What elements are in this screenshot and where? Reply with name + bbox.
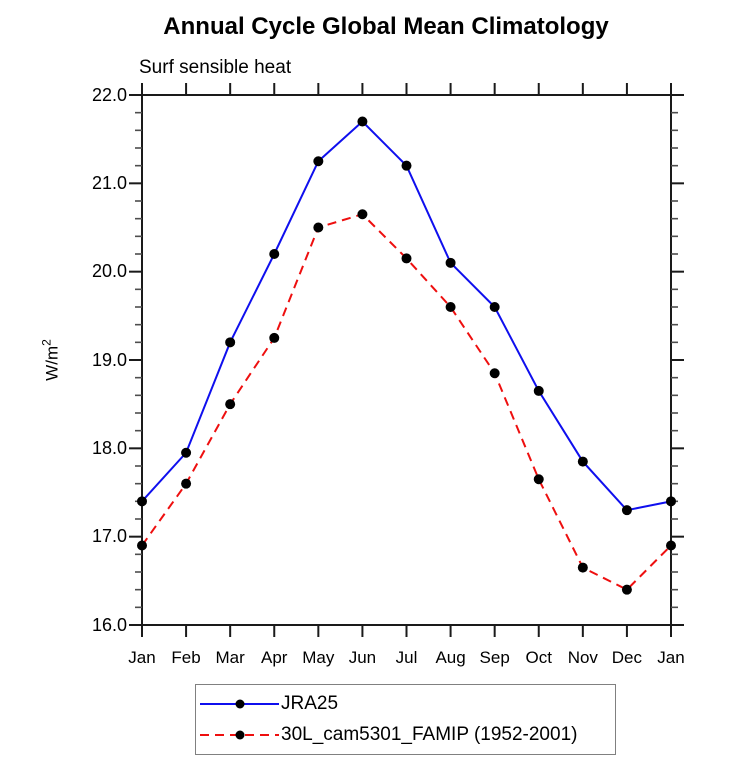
x-tick-label: Apr — [261, 648, 288, 667]
y-tick-label: 18.0 — [91, 437, 127, 458]
data-point-marker — [137, 540, 147, 551]
data-point-marker — [489, 368, 500, 379]
series-line-1 — [141, 213, 672, 591]
y-tick-label: 21.0 — [91, 172, 127, 193]
x-tick-label: Jul — [395, 648, 418, 667]
data-point-marker — [181, 447, 192, 458]
x-tick-label: Jun — [348, 648, 377, 667]
data-point-marker — [225, 399, 236, 410]
data-point-marker — [533, 385, 544, 396]
data-point-marker — [621, 584, 632, 595]
data-point-marker — [666, 540, 676, 551]
data-point-marker — [577, 562, 588, 573]
x-tick-label: May — [302, 648, 335, 667]
legend-line-solid-icon — [200, 699, 279, 709]
legend-label-jra25: JRA25 — [281, 693, 339, 714]
x-tick-label: Jan — [128, 648, 156, 667]
legend-box: JRA25 30L_cam5301_FAMIP (1952-2001) — [195, 684, 616, 755]
data-point-marker — [269, 249, 280, 259]
x-tick-label: Nov — [567, 648, 598, 667]
legend-marker-dot-icon — [235, 730, 245, 740]
data-point-marker — [489, 302, 500, 312]
x-tick-label: Feb — [171, 648, 201, 667]
data-point-marker — [181, 478, 192, 489]
legend-label-famip: 30L_cam5301_FAMIP (1952-2001) — [281, 724, 578, 745]
data-point-marker — [401, 253, 412, 264]
y-tick-label: 17.0 — [91, 526, 127, 547]
data-point-marker — [401, 160, 412, 171]
x-tick-label: Aug — [435, 648, 466, 667]
data-point-marker — [269, 332, 280, 343]
data-point-marker — [225, 337, 236, 348]
legend-item-jra25: JRA25 — [199, 689, 615, 720]
plot-frame — [141, 94, 672, 626]
y-tick-label: 16.0 — [91, 614, 127, 635]
data-point-marker — [137, 496, 147, 507]
chart-subtitle: Surf sensible heat — [139, 57, 292, 78]
data-point-marker — [313, 156, 324, 167]
data-point-marker — [313, 222, 324, 233]
y-tick-label: 22.0 — [91, 84, 127, 105]
legend-item-famip: 30L_cam5301_FAMIP (1952-2001) — [199, 720, 615, 751]
data-point-marker — [357, 116, 368, 127]
x-axis-tick-labels: Jan Feb Mar Apr May Jun Jul Aug Sep Oct Nov Dec Jan — [0, 648, 733, 669]
data-point-marker — [621, 505, 632, 516]
data-point-marker — [445, 257, 456, 268]
y-axis-tick-labels: 16.0 17.0 18.0 19.0 20.0 21.0 22.0 — [0, 0, 127, 700]
data-point-marker — [533, 474, 544, 485]
data-point-marker — [577, 456, 588, 467]
legend-marker-dot-icon — [235, 699, 245, 709]
legend-line-dashed-icon — [200, 730, 279, 740]
data-point-marker — [666, 496, 676, 507]
x-tick-label: Oct — [525, 648, 552, 667]
series-line-0 — [141, 120, 672, 512]
y-tick-label: 20.0 — [91, 261, 127, 282]
y-tick-label: 19.0 — [91, 349, 127, 370]
x-tick-label: Jan — [657, 648, 685, 667]
data-point-marker — [357, 209, 368, 220]
chart-title: Annual Cycle Global Mean Climatology — [163, 13, 609, 40]
x-tick-label: Sep — [479, 648, 510, 667]
x-tick-label: Dec — [611, 648, 643, 667]
x-tick-label: Mar — [215, 648, 245, 667]
data-point-marker — [445, 302, 456, 312]
